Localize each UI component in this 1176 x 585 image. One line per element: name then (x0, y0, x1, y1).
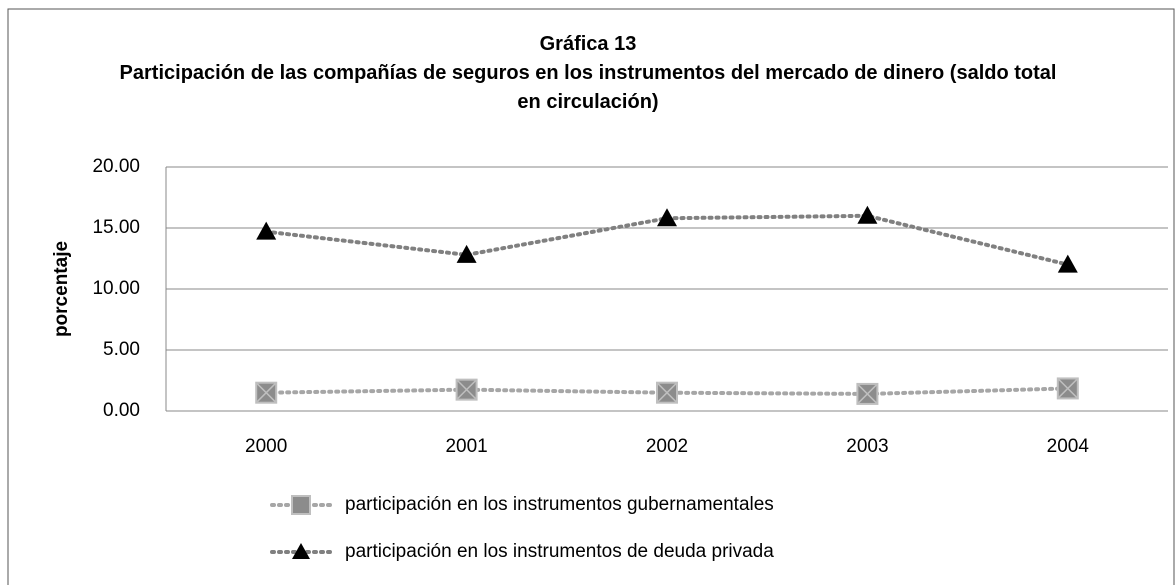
marker (857, 205, 878, 224)
frame (7, 8, 1175, 585)
legend-marker (291, 495, 311, 515)
marker (456, 244, 477, 263)
y-tick-label: 5.00 (103, 339, 140, 360)
chart-subtitle: Participación de las compañías de seguro… (119, 62, 1057, 113)
legend-marker (292, 543, 310, 559)
legend-label: participación en los instrumentos gubern… (345, 494, 774, 515)
x-tick-label: 2004 (1047, 436, 1090, 457)
marker (1056, 377, 1079, 400)
y-tick-label: 15.00 (92, 217, 140, 238)
x-tick-label: 2000 (245, 436, 287, 457)
x-tick-label: 2002 (646, 436, 688, 457)
y-tick-label: 10.00 (92, 278, 140, 299)
marker (1057, 254, 1078, 273)
x-tick-label: 2001 (445, 436, 487, 457)
marker (656, 381, 678, 404)
x-tick-label: 2003 (846, 436, 888, 457)
marker (455, 378, 478, 401)
marker (657, 208, 677, 227)
marker (255, 381, 278, 404)
y-tick-label: 20.00 (92, 156, 140, 177)
legend-label: participación en los instrumentos de deu… (345, 541, 774, 562)
y-axis-label: porcentaje (51, 241, 72, 337)
chart-title: Gráfica 13 (539, 33, 637, 55)
marker (856, 382, 879, 405)
marker (256, 221, 277, 240)
y-tick-label: 0.00 (103, 400, 140, 421)
titles: Gráfica 13 Participación de las compañía… (110, 30, 1066, 117)
